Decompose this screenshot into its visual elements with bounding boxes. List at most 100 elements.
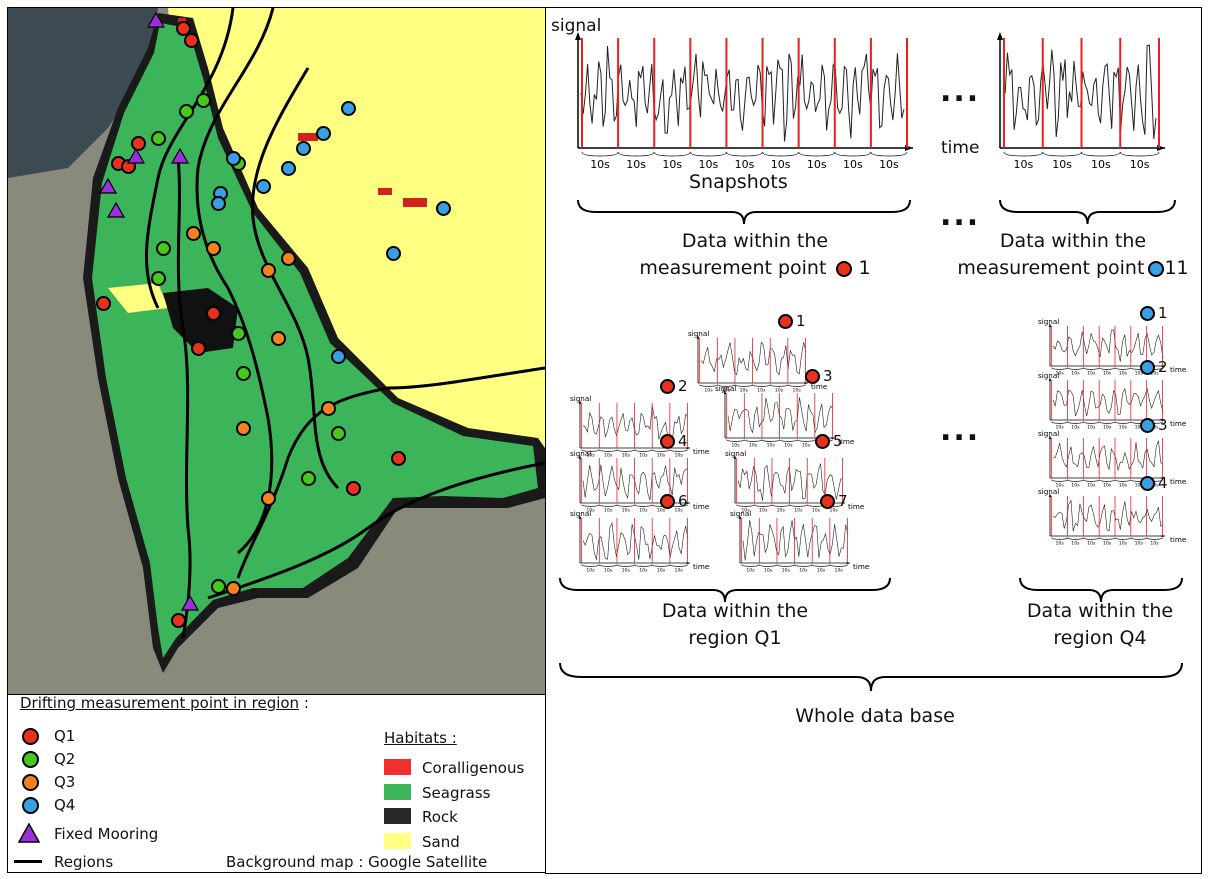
measurement-point-q3 [321,401,336,416]
q4-plot-1-seg-brace [1114,367,1132,370]
q4-plot-4-seg-brace [1067,537,1084,540]
q1-point-badge-6: 6 [660,492,688,510]
measurement-point-q4 [211,196,226,211]
q4-plot-1-seg-label: 10s [1103,370,1112,376]
measurement-point-q2 [331,426,346,441]
q1-plot-1-seg-label: 10s [740,387,749,393]
q4-point-badge-1: 1 [1140,304,1168,322]
snapshot-plot-11-seg-label: 10s [1014,158,1034,171]
q1-plot-2-seg-label: 10s [639,452,648,458]
q1-plot-6-arrow-up-icon [578,515,582,519]
measurement-point-q4 [386,246,401,261]
measurement-point-q2 [301,471,316,486]
q1-plot-4-arrow-up-icon [578,455,582,459]
legend-fixed-mooring-label: Fixed Mooring [54,825,159,843]
q4-plot-4-seg-label: 10s [1055,540,1064,546]
mp1-caption-line1: Data within the [681,230,829,252]
measurement-point-q1 [96,296,111,311]
q1-plot-5-seg-label: 10s [794,507,803,513]
q1-plot-3-seg-brace [779,439,798,442]
q1-plot-6-seg-brace [669,564,688,567]
snapshot-plot-1-seg-brace [617,151,655,157]
q1-plot-2-seg-brace [581,449,600,452]
q1-plot-4-seg-label: 10s [622,507,631,513]
q1-plot-1-seg-brace [699,384,718,387]
point-dot-icon [1140,418,1155,433]
measurement-point-q1 [346,481,361,496]
region-q4-caption: Data within the region Q4 [1026,600,1174,649]
seagrass-label: Seagrass [422,784,491,802]
q1-plot-5-arrow-up-icon [733,455,737,459]
snapshot-plot-1-seg-label: 10s [626,158,646,171]
measurement-point-q1 [184,33,199,48]
snapshot-plot-1-seg-label: 10s [735,158,755,171]
fixed-mooring-triangle [127,148,145,164]
habitat-map [7,7,546,695]
q1-plot-2-seg-label: 10s [586,452,595,458]
measurement-point-q3 [261,263,276,278]
q4-plot-4-seg-brace [1146,537,1163,540]
measurement-point-q2 [211,579,226,594]
measurement-point-q4 [256,179,271,194]
measurement-point-q3 [281,251,296,266]
measurement-point-q3 [206,241,221,256]
q4-plot-2-signal [1052,387,1164,417]
point-number: 4 [678,432,688,450]
habitats-title: Habitats : [384,729,457,747]
q4-dot-icon [22,797,39,814]
q4-plot-3-arrow-up-icon [1048,435,1052,439]
q1-plot-3-signal [727,397,834,433]
q4-plot-4-signal [1052,499,1164,532]
q1-plot-7-seg-brace [829,564,848,567]
point-dot-icon [815,434,830,449]
point-dot-icon [1140,360,1155,375]
measurement-point-q1 [191,341,206,356]
q1-plot-2-seg-label: 10s [604,452,613,458]
snapshot-plot-1-seg-brace [581,151,619,157]
q4-plot-3-signal [1052,440,1164,471]
q4-plot-time-label: time [1170,477,1187,486]
measurement-point-q2 [231,326,246,341]
point-number: 6 [678,492,688,510]
q4-plot-2-seg-label: 10s [1119,424,1128,430]
point-dot-icon [660,494,675,509]
q4-plot-3-seg-label: 10s [1055,482,1064,488]
measurement-point-q4 [316,126,331,141]
q1-plot-1-seg-label: 10s [775,387,784,393]
sand-area [168,8,545,478]
q1-plot-2-seg-label: 10s [657,452,666,458]
fixed-mooring-triangle [107,202,125,218]
measurement-point-q4 [436,201,451,216]
signal-axis-label: signal [551,16,602,36]
q1-plot-3-arrow-up-icon [723,390,727,394]
q1-plot-time-label: time [838,437,855,446]
q4-plot-4-seg-label: 10s [1119,540,1128,546]
q4-plot-2-seg-label: 10s [1087,424,1096,430]
measurement-point-q4 [331,349,346,364]
satellite-sea [8,8,158,178]
rock-label: Rock [422,808,458,826]
brace-mp1 [577,199,911,225]
point-number: 1 [796,312,806,330]
q1-plot-7-arrow-up-icon [738,515,742,519]
q1-plot-4-seg-label: 10s [675,507,684,513]
q1-plot-time-label: time [693,562,710,571]
q4-plot-1-seg-label: 10s [1119,370,1128,376]
q1-plot-1-seg-label: 10s [704,387,713,393]
q1-plot-3-seg-brace [743,439,763,442]
snapshot-plot-11-seg-brace [1003,151,1044,157]
q1-plot-2-seg-brace [651,449,671,452]
q4-plot-2-seg-brace [1114,421,1132,424]
q1-plot-signal-label: signal [570,509,591,518]
fixed-mooring-triangle [99,178,117,194]
q4-plot-signal-label: signal [1038,371,1059,380]
q4-plot-1-seg-brace [1082,367,1100,370]
q4-plot-3-seg-brace [1067,479,1084,482]
q4-dot-icon [1148,260,1165,277]
measurement-point-q2 [151,131,166,146]
snapshot-plot-11-arrow-up-icon [997,32,1003,40]
legend-q1-label: Q1 [54,727,76,745]
measurement-point-q1 [206,306,221,321]
q1-plot-3-seg-brace [796,439,816,442]
point-number: 1 [1158,304,1168,322]
